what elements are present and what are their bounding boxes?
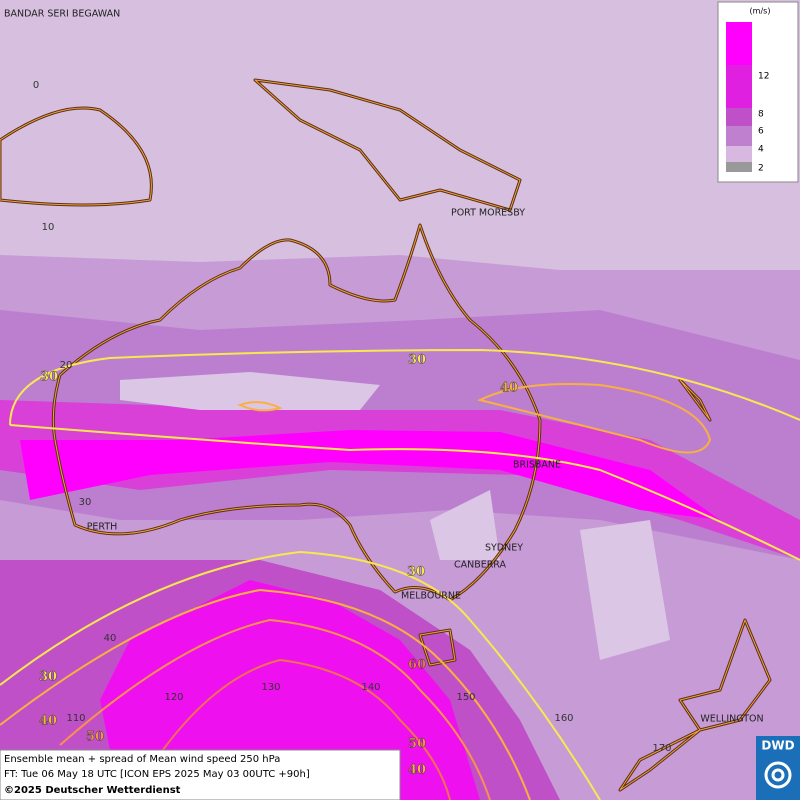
legend: (m/s) 12 8 6 4 2 xyxy=(717,1,799,183)
coastline xyxy=(0,79,771,791)
calm-region xyxy=(430,490,670,660)
coastline xyxy=(52,224,541,601)
contour-label: 30 xyxy=(40,370,58,385)
city-label: WELLINGTON xyxy=(700,714,763,725)
footer: Ensemble mean + spread of Mean wind spee… xyxy=(0,749,401,800)
latitude-label: 20 xyxy=(60,360,73,371)
longitude-label: 160 xyxy=(554,713,573,724)
latitude-label: 0 xyxy=(33,80,39,91)
city-label: MELBOURNE xyxy=(401,591,461,602)
logo: DWD xyxy=(756,736,800,800)
legend-tick-label: 8 xyxy=(758,110,764,120)
calm-region xyxy=(120,372,380,410)
legend-swatch xyxy=(726,22,752,65)
latitude-label: 30 xyxy=(79,497,92,508)
legend-tick-label: 4 xyxy=(758,145,764,155)
legend-tick-label: 12 xyxy=(758,72,769,82)
longitude-label: 130 xyxy=(261,682,280,693)
logo-box xyxy=(756,736,800,800)
legend-swatch xyxy=(726,162,752,172)
copyright: ©2025 Deutscher Wetterdienst xyxy=(4,785,181,796)
footer-text: FT: Tue 06 May 18 UTC [ICON EPS 2025 May… xyxy=(4,769,310,780)
city-label: BANDAR SERI BEGAWAN xyxy=(4,9,120,20)
contour-40 xyxy=(0,588,531,800)
legend-swatch xyxy=(726,65,752,108)
contour-50 xyxy=(59,618,491,800)
south-jet-core xyxy=(100,580,480,800)
contour-60 xyxy=(129,658,451,800)
contour-label: 30 xyxy=(39,670,57,685)
city-label: BRISBANE xyxy=(513,460,561,471)
contours xyxy=(0,348,800,800)
logo-icon xyxy=(764,761,792,789)
logo-icon xyxy=(771,768,785,782)
contour-30 xyxy=(0,550,601,800)
legend-swatch xyxy=(726,108,752,126)
legend-tick-label: 6 xyxy=(758,127,764,137)
legend-unit: (m/s) xyxy=(750,7,771,16)
contour-label: 40 xyxy=(408,763,426,778)
contour-30 xyxy=(9,348,800,426)
contour-label: 40 xyxy=(39,714,57,729)
longitude-label: 110 xyxy=(66,713,85,724)
latitude-label: 40 xyxy=(104,633,117,644)
latitude-label: 10 xyxy=(42,222,55,233)
contour-40 xyxy=(477,383,712,454)
longitude-label: 150 xyxy=(456,692,475,703)
contour-30 xyxy=(9,424,800,561)
city-label: PORT MORESBY xyxy=(451,208,525,219)
contour-label: 60 xyxy=(408,658,426,673)
contour-label: 50 xyxy=(408,737,426,752)
city-label: SYDNEY xyxy=(485,543,523,554)
contour-label: 30 xyxy=(407,565,425,580)
contour-label: 40 xyxy=(500,381,518,396)
longitude-label: 140 xyxy=(361,682,380,693)
jet-core-region xyxy=(20,430,720,520)
footer-text: Ensemble mean + spread of Mean wind spee… xyxy=(4,754,280,765)
contour-label: 30 xyxy=(408,353,426,368)
city-label: CANBERRA xyxy=(454,560,507,571)
contour-40 xyxy=(237,401,283,412)
city-label: PERTH xyxy=(87,522,118,533)
contour-label: 50 xyxy=(86,730,104,745)
legend-swatch xyxy=(726,146,752,162)
legend-swatch xyxy=(726,126,752,146)
low-wind-region xyxy=(0,0,800,270)
longitude-label: 120 xyxy=(164,692,183,703)
logo-text: DWD xyxy=(761,739,794,753)
longitude-label: 170 xyxy=(652,743,671,754)
footer-box xyxy=(0,749,401,800)
legend-tick-label: 2 xyxy=(758,164,764,174)
